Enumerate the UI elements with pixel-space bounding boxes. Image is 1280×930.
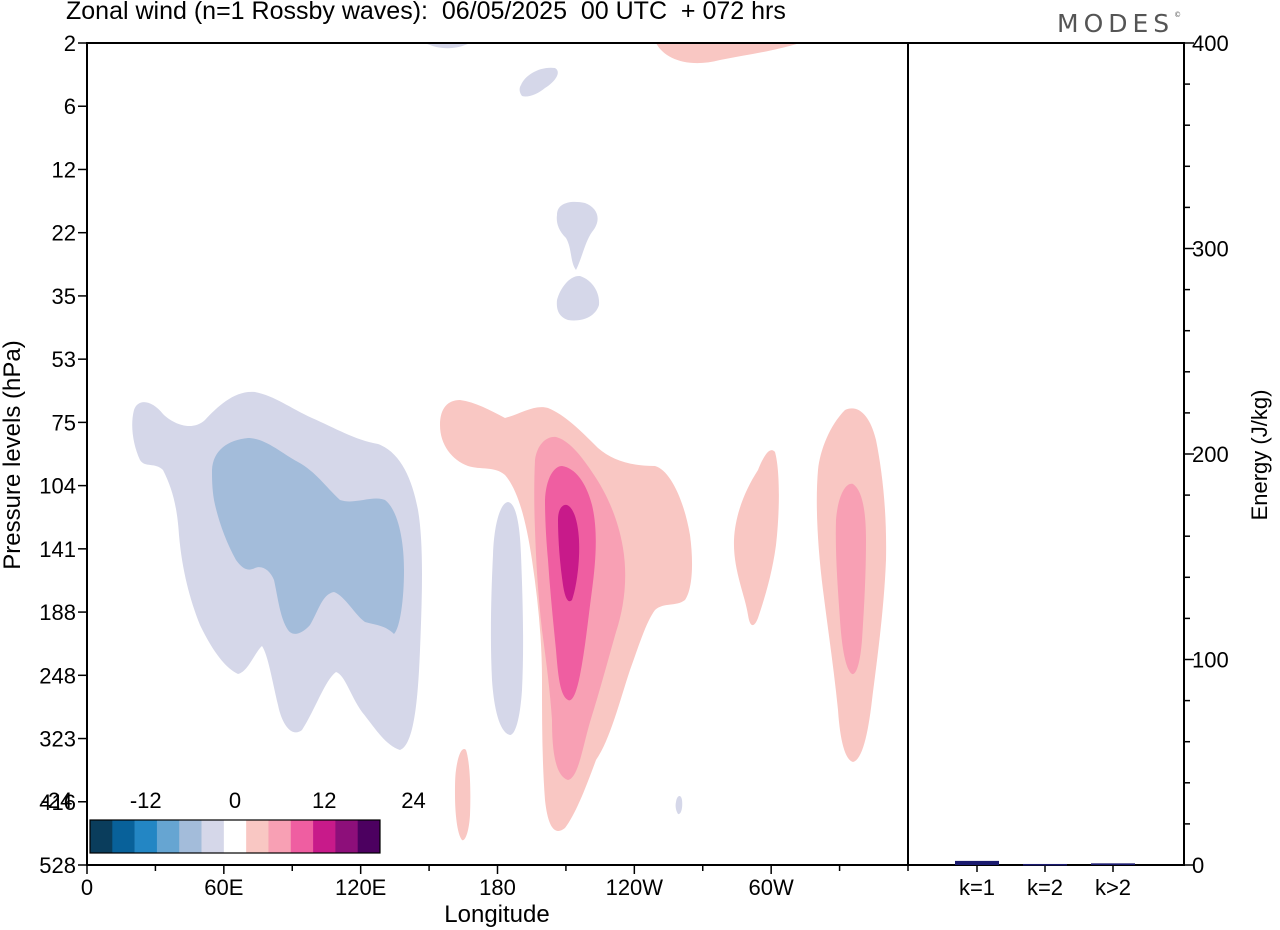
contour-negative-cell-35hpa [556,275,600,321]
colorbar: -24 -12 0 12 24 [41,788,426,854]
energy-bar [1091,863,1135,865]
colorbar-swatch [290,820,314,853]
x-tick-label: 180 [479,875,516,900]
energy-cat-label: k=2 [1027,875,1063,900]
y-tick-label: 528 [39,853,76,878]
colorbar-label: 12 [312,788,336,813]
contour-negative-cell-416hpa [675,796,683,815]
y-tick-label: 188 [39,600,76,625]
contour-negative-top [425,43,470,49]
contour-positive-east-a [733,450,779,626]
colorbar-frame [89,819,381,854]
x-tick-label: 120E [335,875,386,900]
energy-axis-label: Energy (J/kg) [1247,390,1272,521]
energy-tick-label: 300 [1192,237,1229,262]
contour-positive-top [656,43,800,64]
chart-title: Zonal wind (n=1 Rossby waves): 06/05/202… [66,0,786,25]
contour-field [132,43,887,841]
y-tick-label: 248 [39,663,76,688]
colorbar-label: 24 [401,788,425,813]
colorbar-swatch [313,820,336,853]
x-tick-label: 60W [749,875,794,900]
y-tick-label: 22 [52,221,76,246]
y-axis-label: Pressure levels (hPa) [0,340,26,569]
colorbar-label: 0 [229,788,241,813]
y-tick-label: 2 [64,31,76,56]
energy-tick-label: 200 [1192,442,1229,467]
contour-positive-cell-416hpa [455,749,471,841]
y-tick-label: 416 [39,790,76,815]
pressure-axis: 2 6 12 22 35 53 75 104 141 188 248 323 416 528 [39,31,87,878]
energy-plot-frame [907,42,1185,866]
energy-bar [1023,863,1067,866]
colorbar-swatch [201,820,225,853]
energy-tick-label: 400 [1192,31,1229,56]
contour-negative-cell-6hpa [519,67,558,97]
x-axis-label: Longitude [444,901,549,928]
colorbar-swatch [268,820,292,853]
colorbar-swatch [357,820,381,853]
energy-cat-label: k>2 [1095,875,1131,900]
colorbar-swatch [246,820,269,853]
contour-negative-column-180 [490,502,524,735]
colorbar-swatch [112,820,135,853]
colorbar-swatch [335,820,358,853]
logo-mark: © [1174,11,1182,19]
energy-axis: 0 100 200 300 400 [1184,31,1229,878]
contour-negative-west-inner [212,438,404,634]
y-tick-label: 104 [39,474,76,499]
energy-cat-label: k=1 [959,875,995,900]
y-tick-label: 75 [52,410,76,435]
energy-bar [955,860,999,865]
y-tick-label: 12 [52,157,76,182]
y-tick-label: 35 [52,284,76,309]
energy-tick-label: 100 [1192,648,1229,673]
colorbar-label: -24 [41,788,73,813]
colorbar-label: -12 [130,788,162,813]
colorbar-swatch [134,820,158,853]
colorbar-swatch [156,820,180,853]
colorbar-swatch [223,820,247,853]
y-tick-label: 141 [39,537,76,562]
colorbar-swatch [90,820,113,853]
contour-negative-cell-22hpa [556,201,598,270]
y-tick-label: 53 [52,347,76,372]
contour-positive-central-12 [558,504,580,602]
longitude-axis: 0 60E 120E 180 120W 60W [81,865,909,900]
x-tick-label: 60E [204,875,243,900]
modes-logo: MODES© [1057,9,1181,38]
logo-text: MODES [1057,9,1175,38]
x-tick-label: 0 [81,875,93,900]
energy-tick-label: 0 [1192,853,1204,878]
x-tick-label: 120W [606,875,664,900]
y-tick-label: 323 [39,727,76,752]
y-tick-label: 6 [64,94,76,119]
contour-positive-east-b-inner [835,483,866,675]
colorbar-swatch [179,820,202,853]
energy-bars: k=1 k=2 k>2 [955,860,1135,900]
